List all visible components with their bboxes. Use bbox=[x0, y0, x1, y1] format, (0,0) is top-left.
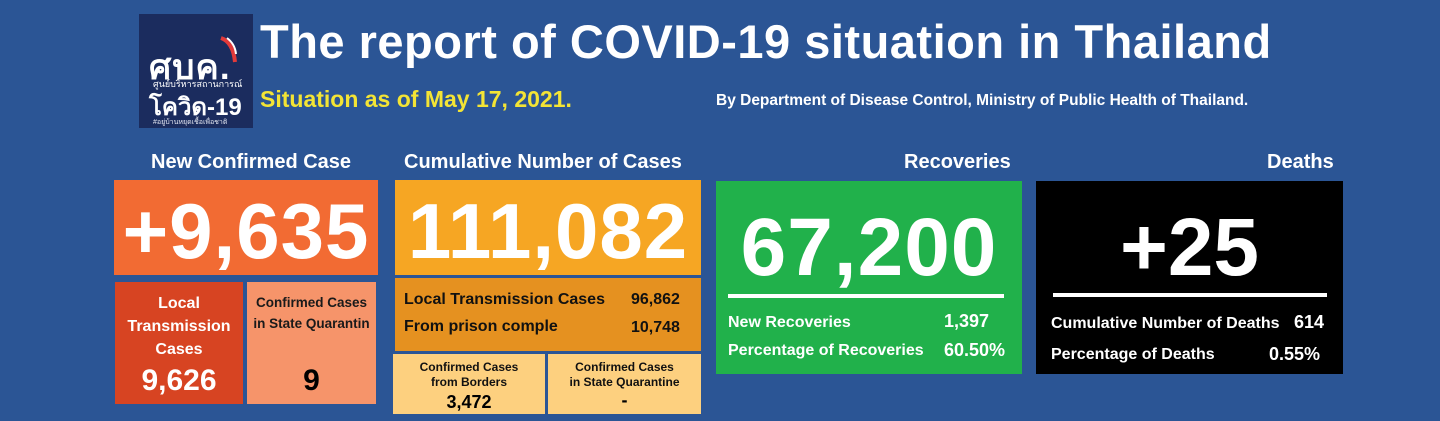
deaths-value: +25 bbox=[1119, 202, 1260, 293]
cumulative-heading: Cumulative Number of Cases bbox=[404, 151, 682, 173]
deaths-cum-value: 614 bbox=[1294, 312, 1325, 332]
logo-sub-text: โควิด-19 bbox=[149, 94, 242, 121]
recoveries-panel: 67,200 New Recoveries 1,397 Percentage o… bbox=[716, 181, 1022, 374]
cumulative-quarantine-label-2: in State Quarantine bbox=[569, 375, 680, 389]
cumulative-quarantine-label-1: Confirmed Cases bbox=[575, 360, 674, 374]
ddc-logo: ศบค. ศูนย์บริหารสถานการณ์ โควิด-19 #อยู่… bbox=[139, 14, 253, 128]
new-confirmed-value: +9,635 bbox=[122, 187, 370, 275]
deaths-pct-value: 0.55% bbox=[1269, 344, 1321, 364]
deaths-panel: +25 Cumulative Number of Deaths 614 Perc… bbox=[1036, 181, 1343, 374]
deaths-cum-label: Cumulative Number of Deaths bbox=[1051, 315, 1280, 332]
logo-main-text: ศบค. bbox=[149, 48, 231, 87]
cumulative-borders-label-1: Confirmed Cases bbox=[419, 360, 519, 374]
deaths-pct-label: Percentage of Deaths bbox=[1051, 346, 1215, 363]
cumulative-prison-label: From prison comple bbox=[404, 318, 558, 335]
recoveries-pct-label: Percentage of Recoveries bbox=[728, 342, 924, 359]
logo-tagline: #อยู่บ้านหยุดเชื้อเพื่อชาติ bbox=[153, 119, 228, 126]
new-quarantine-value: 9 bbox=[303, 364, 320, 397]
cumulative-quarantine-value: - bbox=[621, 390, 628, 410]
recoveries-heading: Recoveries bbox=[904, 151, 1011, 173]
deaths-divider bbox=[1053, 293, 1327, 297]
cumulative-local-value: 96,862 bbox=[631, 291, 680, 308]
new-recoveries-value: 1,397 bbox=[944, 311, 990, 331]
cumulative-borders-panel: Confirmed Cases from Borders 3,472 bbox=[393, 354, 545, 414]
cumulative-breakdown-panel: Local Transmission Cases 96,862 From pri… bbox=[395, 278, 701, 351]
new-recoveries-label: New Recoveries bbox=[728, 314, 851, 331]
cumulative-borders-value: 3,472 bbox=[446, 392, 492, 412]
ribbon-icon bbox=[220, 36, 237, 63]
recoveries-pct-value: 60.50% bbox=[944, 340, 1006, 360]
new-local-value: 9,626 bbox=[141, 364, 217, 397]
cumulative-borders-label-2: from Borders bbox=[430, 375, 507, 389]
logo-small-text: ศูนย์บริหารสถานการณ์ bbox=[153, 79, 243, 89]
page-title: The report of COVID-19 situation in Thai… bbox=[260, 15, 1272, 68]
cumulative-local-label: Local Transmission Cases bbox=[404, 291, 605, 308]
new-local-panel: Local Transmission Cases 9,626 bbox=[115, 282, 243, 404]
cumulative-panel: 111,082 bbox=[395, 180, 701, 275]
recoveries-value: 67,200 bbox=[740, 202, 998, 293]
cumulative-quarantine-panel: Confirmed Cases in State Quarantine - bbox=[548, 354, 701, 414]
new-local-label-3: Cases bbox=[155, 341, 203, 358]
byline: By Department of Disease Control, Minist… bbox=[716, 92, 1249, 109]
new-local-label-1: Local bbox=[158, 295, 200, 312]
deaths-heading: Deaths bbox=[1267, 151, 1334, 173]
new-quarantine-panel: Confirmed Cases in State Quarantin 9 bbox=[247, 282, 376, 404]
new-confirmed-heading: New Confirmed Case bbox=[151, 151, 352, 173]
new-local-label-2: Transmission bbox=[127, 318, 231, 335]
new-quarantine-label-1: Confirmed Cases bbox=[255, 295, 368, 310]
recoveries-divider bbox=[728, 294, 1004, 298]
new-confirmed-panel: +9,635 bbox=[114, 180, 378, 275]
new-quarantine-label-2: in State Quarantin bbox=[253, 316, 370, 331]
cumulative-prison-value: 10,748 bbox=[631, 319, 680, 336]
cumulative-value: 111,082 bbox=[407, 187, 689, 275]
situation-date: Situation as of May 17, 2021. bbox=[260, 86, 572, 112]
